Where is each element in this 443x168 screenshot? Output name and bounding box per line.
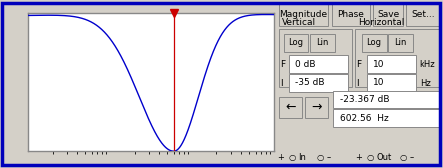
Text: ○: ○ (400, 153, 407, 162)
FancyBboxPatch shape (332, 3, 370, 26)
FancyBboxPatch shape (279, 29, 352, 87)
Text: +: + (355, 153, 362, 162)
Text: Hz: Hz (420, 79, 431, 88)
Text: +: + (277, 153, 284, 162)
Text: ○: ○ (288, 153, 296, 162)
Text: -23.367 dB: -23.367 dB (340, 95, 389, 104)
Text: →: → (311, 101, 322, 114)
Text: kHz: kHz (420, 60, 435, 69)
FancyBboxPatch shape (305, 97, 328, 118)
FancyBboxPatch shape (355, 29, 441, 87)
Text: In: In (299, 153, 307, 162)
Text: Save: Save (377, 10, 399, 19)
Text: Out: Out (377, 153, 392, 162)
FancyBboxPatch shape (310, 34, 335, 52)
FancyBboxPatch shape (361, 34, 386, 52)
Text: –: – (326, 153, 331, 162)
FancyBboxPatch shape (333, 109, 439, 127)
FancyBboxPatch shape (406, 3, 439, 26)
Text: ○: ○ (366, 153, 374, 162)
Text: ○: ○ (317, 153, 324, 162)
Text: -35 dB: -35 dB (295, 78, 325, 87)
FancyBboxPatch shape (288, 74, 348, 92)
FancyBboxPatch shape (373, 3, 403, 26)
Text: I: I (357, 79, 359, 88)
FancyBboxPatch shape (284, 34, 308, 52)
FancyBboxPatch shape (388, 34, 413, 52)
Text: Lin: Lin (394, 38, 407, 47)
Text: –: – (410, 153, 414, 162)
Text: ←: ← (285, 101, 295, 114)
Text: I: I (280, 79, 283, 88)
Text: Set...: Set... (411, 10, 435, 19)
FancyBboxPatch shape (279, 3, 328, 26)
Text: 10: 10 (373, 78, 385, 87)
FancyBboxPatch shape (279, 97, 302, 118)
Text: 10: 10 (373, 60, 385, 69)
Text: Log: Log (366, 38, 381, 47)
Text: Vertical: Vertical (282, 18, 316, 27)
Text: Phase: Phase (338, 10, 364, 19)
Text: Lin: Lin (316, 38, 329, 47)
FancyBboxPatch shape (366, 55, 416, 73)
FancyBboxPatch shape (288, 55, 348, 73)
FancyBboxPatch shape (333, 91, 439, 108)
Text: 602.56  Hz: 602.56 Hz (340, 114, 389, 122)
Text: Horizontal: Horizontal (358, 18, 404, 27)
FancyBboxPatch shape (366, 74, 416, 92)
Text: Log: Log (288, 38, 303, 47)
Text: Magnitude: Magnitude (280, 10, 327, 19)
Text: F: F (280, 60, 285, 69)
Text: 0 dB: 0 dB (295, 60, 316, 69)
Text: F: F (357, 60, 362, 69)
